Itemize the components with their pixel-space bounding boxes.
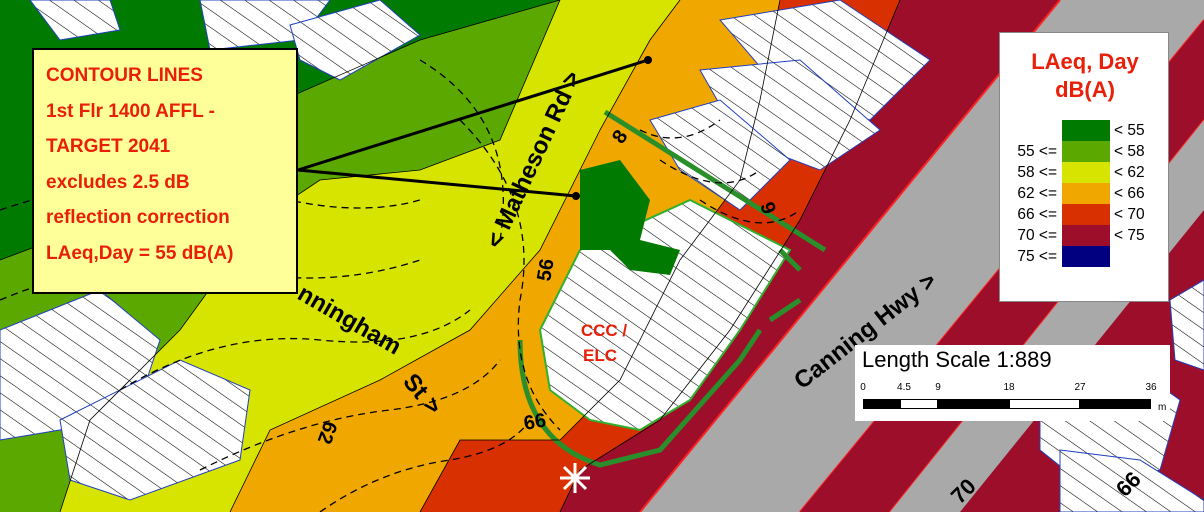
legend-low: 75 <= [1017,248,1057,265]
building [59,359,251,501]
legend-high: < 75 [1114,227,1145,244]
legend-row: 62 <= < 66 [1000,183,1170,204]
scale-tick-label: 36 [1145,382,1157,393]
scale-tick-label: 9 [935,382,941,393]
building [649,99,791,211]
scale-title: Length Scale 1:889 [862,347,1052,372]
legend-swatch [1062,162,1110,183]
note-line: excludes 2.5 dB [46,171,190,193]
building [29,0,121,41]
legend-swatch [1062,183,1110,204]
scale-tick-label: 27 [1074,382,1086,393]
legend-swatch [1062,246,1110,267]
note-line: 1st Flr 1400 AFFL - [46,100,215,122]
site-tree-canopy [580,160,680,275]
building [1059,449,1204,512]
note-line: LAeq,Day = 55 dB(A) [46,242,234,264]
legend-swatch [1062,204,1110,225]
legend-low: 55 <= [1017,143,1057,160]
legend-swatch [1062,120,1110,141]
legend-low: 58 <= [1017,164,1057,181]
legend-row: 75 <= [1000,246,1170,267]
building [1169,279,1204,371]
contour-note-box: CONTOUR LINES 1st Flr 1400 AFFL - TARGET… [32,48,298,294]
legend-swatch [1062,225,1110,246]
legend-subtitle: dB(A) [1055,77,1115,102]
legend-row: < 55 [1000,120,1170,141]
legend-high: < 55 [1114,122,1145,139]
legend-row: 70 <= < 75 [1000,225,1170,246]
building-label-ccc: CCC / [581,321,628,340]
scale-tick-label: 4.5 [897,382,911,393]
legend-high: < 70 [1114,206,1145,223]
legend-low: 62 <= [1017,185,1057,202]
legend-low: 70 <= [1017,227,1057,244]
contour-label-56: 56 [533,257,559,283]
road-edge [639,0,1061,512]
length-scale: Length Scale 1:889 0 4.5 9 18 27 36 m [855,345,1170,421]
receiver-star-icon [560,463,590,493]
scale-segment [900,399,938,409]
contour-label-66: 66 [522,409,548,435]
site-boundary [517,109,827,468]
legend-low: 66 <= [1017,206,1057,223]
scale-segment [1080,399,1151,409]
legend-high: < 58 [1114,143,1145,160]
legend-swatch [1062,141,1110,162]
note-line: CONTOUR LINES [46,65,203,86]
note-line: TARGET 2041 [46,136,171,158]
noise-legend: LAeq, Day dB(A) < 55 55 <= < 58 58 <= < … [999,32,1169,302]
site-building-ccc-elc [538,198,792,432]
leader-end-marker [572,192,580,200]
scale-tick-label: 18 [1003,382,1015,393]
scale-tick-label: 0 [860,382,866,393]
note-line: reflection correction [46,207,230,229]
legend-high: < 66 [1114,185,1145,202]
legend-title: LAeq, Day [1031,49,1139,74]
legend-row: 66 <= < 70 [1000,204,1170,225]
leader-end-marker [644,56,652,64]
building-label-elc: ELC [583,346,617,365]
site-boundary [768,248,802,323]
leader-lines [297,58,649,198]
scale-segment [863,399,900,409]
scale-segment [938,399,1009,409]
scale-segment [1009,399,1080,409]
legend-row: 58 <= < 62 [1000,162,1170,183]
legend-row: 55 <= < 58 [1000,141,1170,162]
scale-unit: m [1158,402,1167,413]
legend-high: < 62 [1114,164,1145,181]
